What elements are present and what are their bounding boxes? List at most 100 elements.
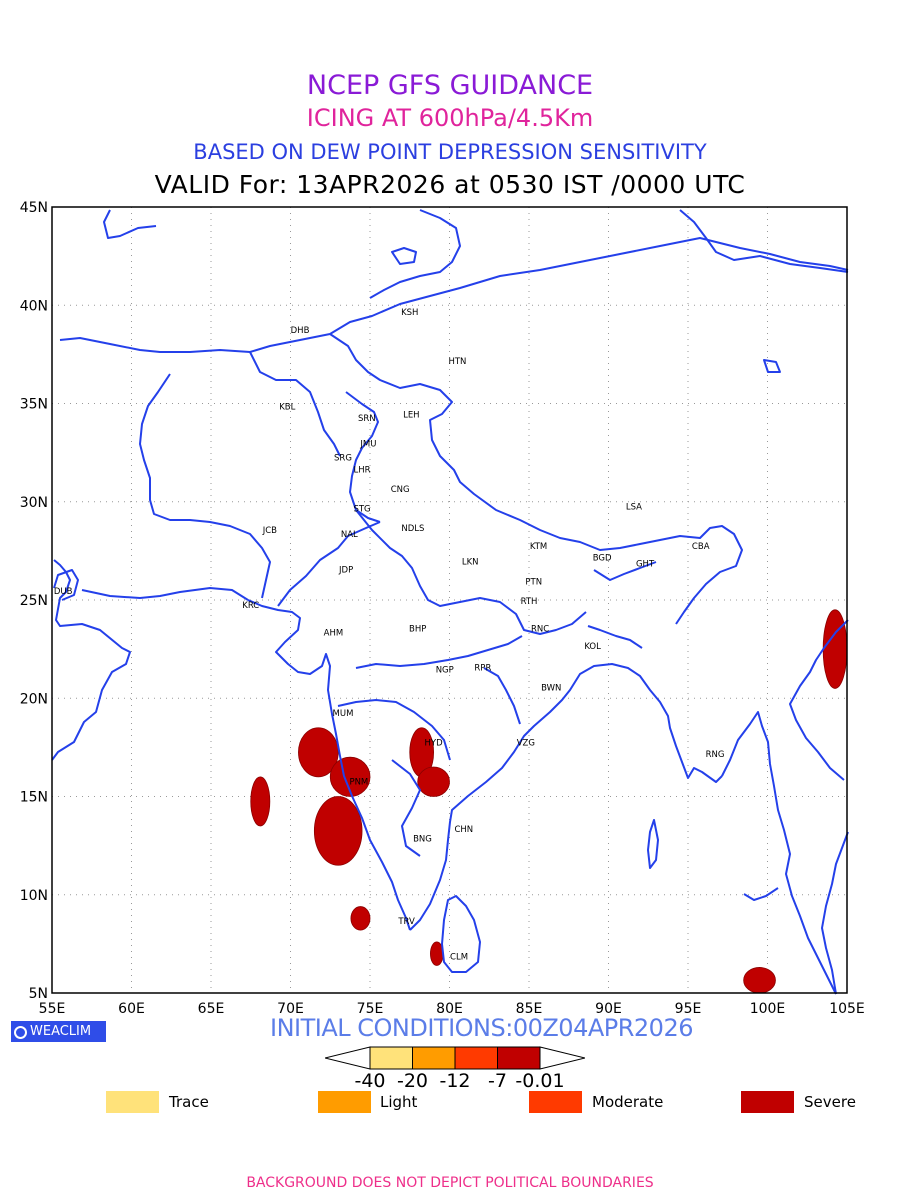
lon-tick-60E: 60E [118,1001,145,1017]
footer-disclaimer: BACKGROUND DOES NOT DEPICT POLITICAL BOU… [246,1175,654,1191]
city-label-jcb: JCB [262,526,277,536]
city-label-lsa: LSA [626,503,642,513]
colorbar-label: -12 [439,1070,471,1092]
colorbar-right-arrow [539,1046,585,1070]
icing-area-3 [250,776,271,827]
city-label-jdp: JDP [338,565,353,575]
coastlines [51,209,849,995]
initial-conditions: INITIAL CONDITIONS:00Z04APR2026 [270,1014,694,1042]
lon-tick-80E: 80E [436,1001,463,1017]
city-label-ght: GHT [636,560,655,570]
city-label-cba: CBA [692,542,710,552]
city-label-bng: BNG [413,835,432,845]
city-label-cng: CNG [391,485,410,495]
icing-area-1 [298,727,339,778]
city-label-lhr: LHR [354,465,371,475]
city-label-vzg: VZG [517,738,535,748]
city-label-krc: KRC [242,601,259,611]
legend-label-severe: Severe [804,1093,856,1111]
icing-areas [250,609,848,994]
city-label-chn: CHN [454,825,473,835]
city-label-rng: RNG [706,750,725,760]
icing-area-4 [313,796,363,866]
lon-tick-65E: 65E [198,1001,225,1017]
icing-area-2 [329,756,371,797]
city-label-trv: TRV [397,917,415,927]
city-label-rth: RTH [521,597,538,607]
city-label-srg: SRG [334,453,352,463]
lon-tick-90E: 90E [595,1001,622,1017]
legend-label-moderate: Moderate [592,1093,664,1111]
colorbar-label: -0.01 [515,1070,565,1092]
colorbar [325,1046,585,1070]
lat-tick-10N: 10N [20,888,48,904]
lon-tick-105E: 105E [829,1001,865,1017]
lon-tick-85E: 85E [516,1001,543,1017]
weaclim-logo: WEACLIM [11,1021,106,1042]
city-label-mum: MUM [333,709,354,719]
city-label-jmu: JMU [359,440,376,450]
city-label-ahm: AHM [324,628,344,638]
colorbar-swatch-2 [412,1046,456,1070]
colorbar-swatch-1 [369,1046,413,1070]
lon-tick-75E: 75E [357,1001,384,1017]
city-label-bhp: BHP [409,624,426,634]
city-label-dhb: DHB [291,326,310,336]
colorbar-left-arrow [325,1046,371,1070]
city-label-hyd: HYD [425,738,444,748]
legend-swatch-light [318,1091,371,1113]
lat-tick-25N: 25N [20,593,48,609]
map-gridlines [52,207,847,993]
lat-tick-35N: 35N [20,397,48,413]
city-label-srn: SRN [358,414,376,424]
icing-area-7 [350,906,371,931]
city-label-nal: NAL [341,530,358,540]
lat-tick-5N: 5N [29,986,48,1002]
icing-area-9 [822,609,848,689]
colorbar-label: -7 [488,1070,507,1092]
city-label-ndls: NDLS [401,524,424,534]
icing-area-10 [743,967,776,994]
colorbar-swatch-4 [497,1046,541,1070]
city-label-rnc: RNC [531,624,549,634]
colorbar-label: -20 [396,1070,429,1092]
header-title: NCEP GFS GUIDANCE [306,70,594,101]
city-label-lkn: LKN [462,558,479,568]
lon-tick-70E: 70E [277,1001,304,1017]
city-label-ngp: NGP [436,666,454,676]
latitude-ticks: 5N 10N 15N 20N 25N 30N 35N 40N 45N [20,200,48,1002]
city-label-bwn: BWN [541,683,561,693]
lat-tick-20N: 20N [20,691,48,707]
map-frame [51,206,848,994]
city-label-stg: STG [353,505,370,515]
city-label-ktm: KTM [530,542,547,552]
city-label-htn: HTN [448,357,466,367]
colorbar-swatch-3 [454,1046,498,1070]
city-label-rpr: RPR [474,664,491,674]
city-label-ptn: PTN [525,577,542,587]
lat-tick-15N: 15N [20,790,48,806]
header-valid-time: VALID For: 13APR2026 at 0530 IST /0000 U… [154,170,746,199]
legend-label-trace: Trace [169,1093,209,1111]
lat-tick-30N: 30N [20,495,48,511]
header-subtitle: ICING AT 600hPa/4.5Km [306,104,594,132]
weaclim-logo-icon [14,1026,27,1039]
city-label-clm: CLM [450,953,468,963]
lon-tick-100E: 100E [750,1001,786,1017]
legend-swatch-severe [741,1091,794,1113]
header-method: BASED ON DEW POINT DEPRESSION SENSITIVIT… [193,140,707,164]
lat-tick-45N: 45N [20,200,48,216]
city-label-kol: KOL [584,642,601,652]
longitude-ticks: 55E 60E 65E 70E 75E 80E 85E 90E 95E 100E 105E [39,1001,865,1017]
legend-swatch-trace [106,1091,159,1113]
lon-tick-95E: 95E [675,1001,702,1017]
lat-tick-40N: 40N [20,298,48,314]
city-label-bgd: BGD [593,554,612,564]
lon-tick-55E: 55E [39,1001,66,1017]
city-label-ksh: KSH [401,308,418,318]
legend-label-light: Light [380,1093,418,1111]
city-label-leh: LEH [403,410,420,420]
city-label-pnm: PNM [349,778,368,788]
